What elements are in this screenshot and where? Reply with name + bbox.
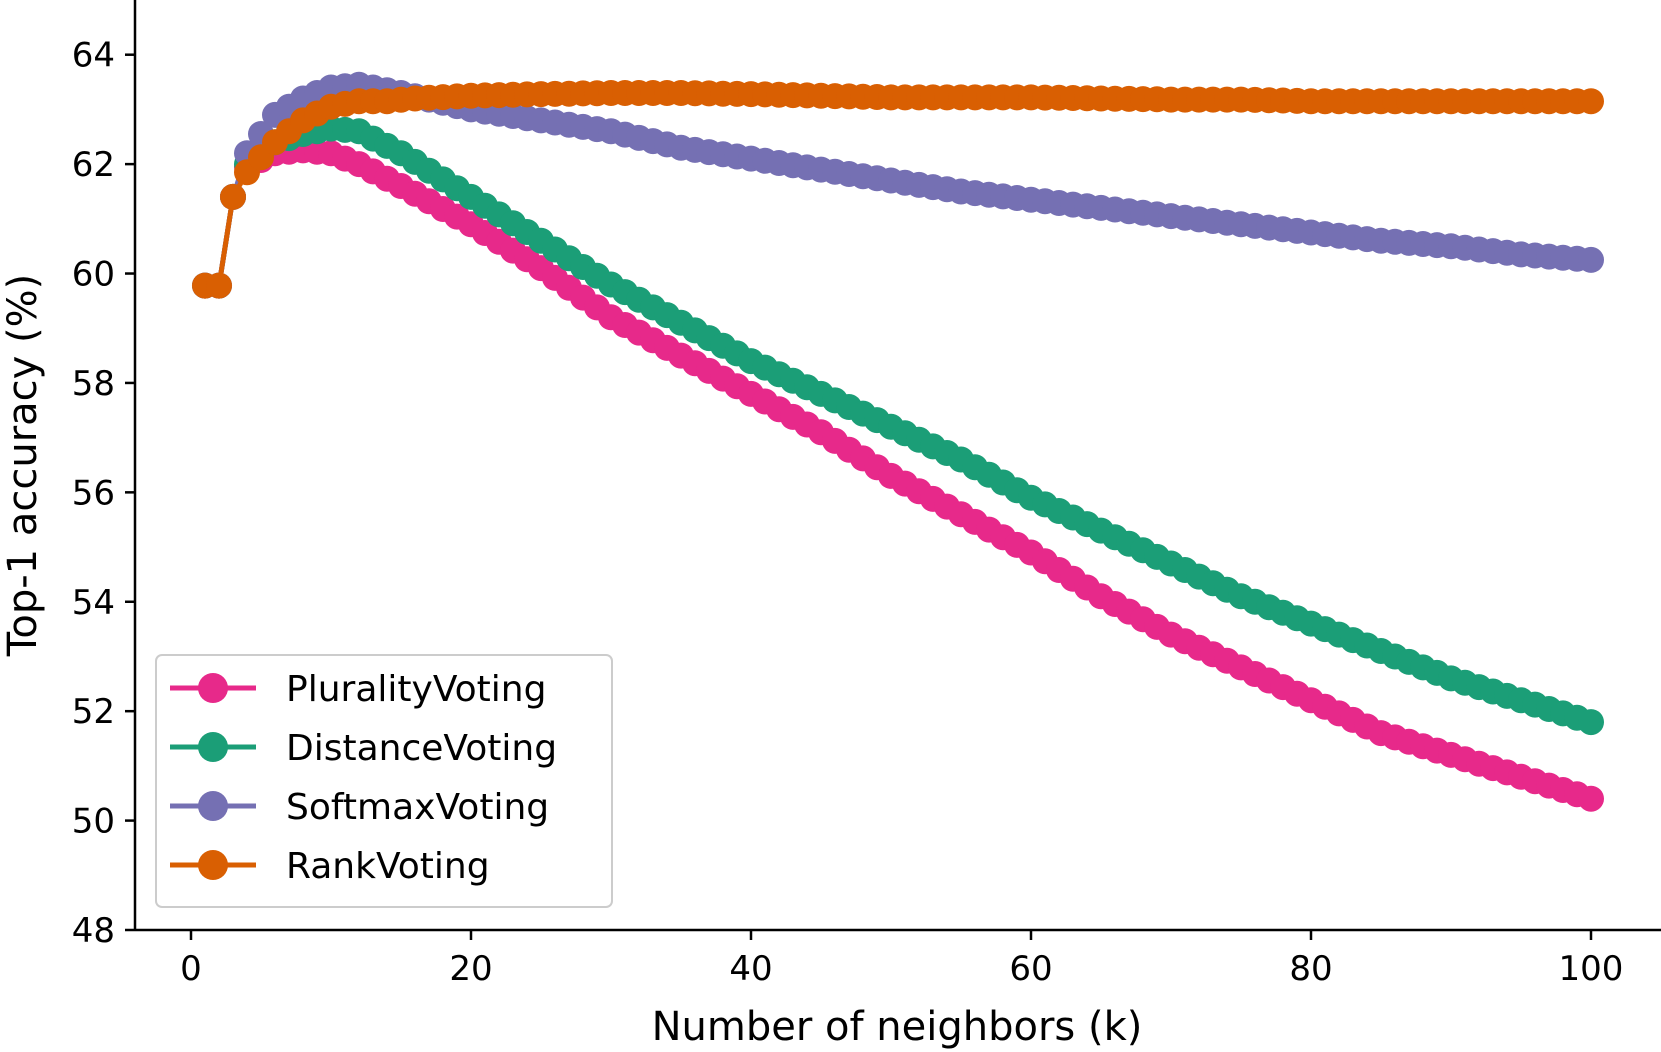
legend-marker (198, 850, 228, 880)
series-PluralityVoting (192, 137, 1604, 812)
series-layer (192, 71, 1604, 812)
series-RankVoting (192, 80, 1604, 299)
legend-label: RankVoting (286, 846, 490, 887)
legend-label: SoftmaxVoting (286, 787, 549, 828)
legend-box (155, 654, 613, 908)
tick-layer: 0 20 40 60 80 100 48 50 52 54 56 58 60 62 64 (72, 36, 1624, 989)
x-tick-label: 100 (1559, 949, 1624, 989)
legend-marker (198, 673, 228, 703)
legend-entry-PluralityVoting: PluralityVoting (170, 669, 546, 710)
y-tick-label: 62 (72, 145, 115, 185)
x-tick-label: 20 (449, 949, 492, 989)
y-tick-label: 56 (72, 473, 115, 513)
legend-marker (198, 732, 228, 762)
legend-marker (198, 791, 228, 821)
data-point (1578, 246, 1604, 273)
data-point (1578, 785, 1604, 812)
legend-entry-SoftmaxVoting: SoftmaxVoting (170, 787, 549, 828)
y-tick-label: 48 (72, 911, 115, 951)
data-point (1578, 88, 1604, 115)
y-tick-label: 52 (72, 692, 115, 732)
x-axis-title: Number of neighbors (k) (652, 1004, 1143, 1050)
data-point (220, 183, 246, 210)
data-point (206, 272, 232, 299)
legend-label: PluralityVoting (286, 669, 546, 710)
data-point (1578, 709, 1604, 736)
x-tick-label: 40 (729, 949, 772, 989)
x-tick-label: 0 (180, 949, 202, 989)
y-tick-label: 50 (72, 802, 115, 842)
legend: PluralityVoting DistanceVoting SoftmaxVoti… (155, 654, 613, 908)
y-tick-label: 60 (72, 255, 115, 295)
series-DistanceVoting (192, 115, 1604, 736)
x-tick-label: 60 (1009, 949, 1052, 989)
legend-entry-RankVoting: RankVoting (170, 846, 490, 887)
legend-entry-DistanceVoting: DistanceVoting (170, 728, 557, 769)
x-tick-label: 80 (1289, 949, 1332, 989)
y-tick-label: 58 (72, 364, 115, 404)
y-axis-title: Top-1 accuracy (%) (0, 274, 46, 658)
y-tick-label: 54 (72, 583, 115, 623)
legend-label: DistanceVoting (286, 728, 557, 769)
y-tick-label: 64 (72, 36, 115, 76)
